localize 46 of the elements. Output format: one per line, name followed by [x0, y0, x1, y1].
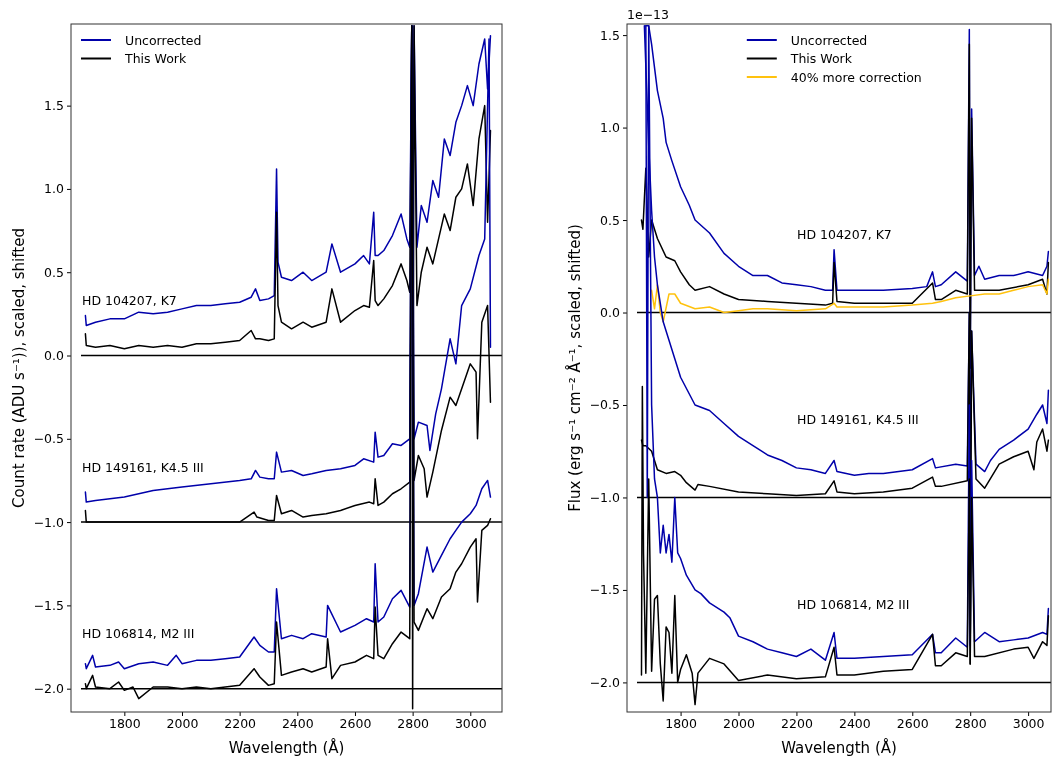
annotation: HD 106814, M2 III — [797, 597, 910, 612]
x-tick-label: 2800 — [397, 715, 430, 731]
x-tick-label: 1800 — [665, 715, 698, 731]
x-tick-label: 3000 — [1012, 715, 1045, 731]
x-tick-label: 2000 — [166, 715, 199, 731]
x-axis-title: Wavelength (Å) — [781, 738, 897, 757]
legend-label: This Work — [789, 51, 853, 66]
legend-label: This Work — [124, 51, 187, 66]
x-tick-label: 2600 — [339, 715, 372, 731]
x-axis-title: Wavelength (Å) — [228, 738, 345, 757]
annotation: HD 106814, M2 III — [82, 626, 195, 641]
x-tick-label: 2400 — [281, 715, 314, 731]
annotation: HD 149161, K4.5 III — [797, 412, 919, 427]
x-tick-label: 2200 — [781, 715, 813, 731]
x-tick-label: 2600 — [896, 715, 929, 731]
y-tick-label: −1.0 — [33, 514, 65, 530]
legend-label: Uncorrected — [790, 32, 868, 48]
y-axis-title: Count rate (ADU s⁻¹)), scaled, shifted — [10, 228, 28, 508]
annotation: HD 149161, K4.5 III — [82, 460, 204, 475]
text: 1e−13 — [627, 7, 670, 22]
legend-label: 40% more correction — [790, 69, 922, 85]
y-tick-label: −2.0 — [33, 681, 65, 697]
annotation: HD 104207, K7 — [82, 293, 177, 308]
y-tick-label: −1.0 — [589, 489, 621, 505]
y-tick-label: 0.5 — [44, 264, 64, 280]
y-tick-label: 0.0 — [600, 305, 621, 321]
x-tick-label: 1800 — [108, 715, 141, 731]
y-tick-label: 1.0 — [600, 120, 621, 136]
y-tick-label: 1.0 — [44, 181, 65, 197]
annotation: HD 104207, K7 — [797, 227, 892, 242]
legend-label: Uncorrected — [125, 32, 202, 48]
x-tick-label: 3000 — [454, 715, 487, 731]
y-tick-label: −1.5 — [589, 582, 620, 598]
x-tick-label: 2400 — [838, 715, 871, 731]
y-tick-label: −0.5 — [33, 431, 64, 447]
y-tick-label: −1.5 — [33, 597, 64, 613]
x-tick-label: 2200 — [224, 715, 257, 731]
y-tick-label: 0.0 — [44, 348, 65, 364]
y-tick-label: 1.5 — [600, 27, 620, 43]
y-tick-label: 0.5 — [600, 212, 620, 228]
y-axis-title: Flux (erg s⁻¹ cm⁻² Å⁻¹, scaled, shifted) — [565, 224, 584, 512]
x-tick-label: 2000 — [723, 715, 755, 731]
y-tick-label: −2.0 — [589, 674, 621, 690]
x-tick-label: 2800 — [954, 715, 987, 731]
y-tick-label: −0.5 — [589, 397, 620, 413]
y-tick-label: 1.5 — [44, 98, 64, 114]
